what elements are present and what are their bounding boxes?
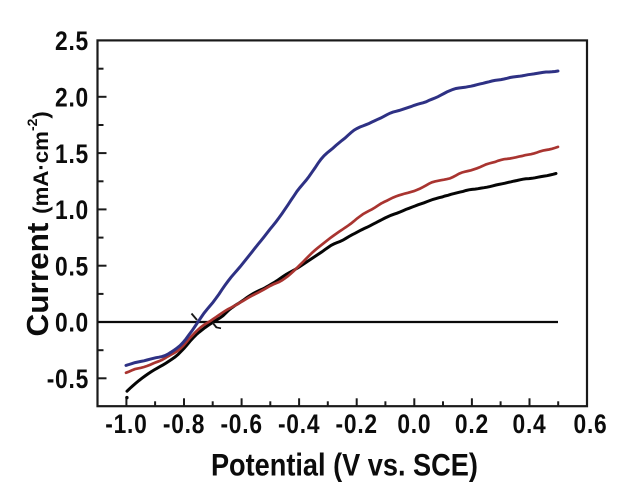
svg-text:0.0: 0.0 (397, 409, 431, 439)
svg-text:0.0: 0.0 (55, 308, 89, 338)
svg-text:0.5: 0.5 (55, 252, 89, 282)
svg-text:-0.6: -0.6 (220, 409, 262, 439)
svg-text:0.6: 0.6 (574, 409, 608, 439)
svg-text:-0.8: -0.8 (163, 409, 205, 439)
svg-text:2.0: 2.0 (55, 83, 89, 113)
svg-text:1.0: 1.0 (55, 195, 89, 225)
svg-text:0.4: 0.4 (513, 409, 547, 439)
svg-text:-0.2: -0.2 (336, 409, 378, 439)
svg-text:-0.5: -0.5 (47, 364, 89, 394)
svg-text:0.2: 0.2 (455, 409, 489, 439)
svg-text:2.5: 2.5 (55, 26, 89, 56)
svg-text:Potential (V vs. SCE): Potential (V vs. SCE) (211, 448, 478, 483)
svg-text:-1.0: -1.0 (105, 409, 147, 439)
svg-text:-0.4: -0.4 (278, 409, 320, 439)
svg-text:1.5: 1.5 (55, 139, 89, 169)
